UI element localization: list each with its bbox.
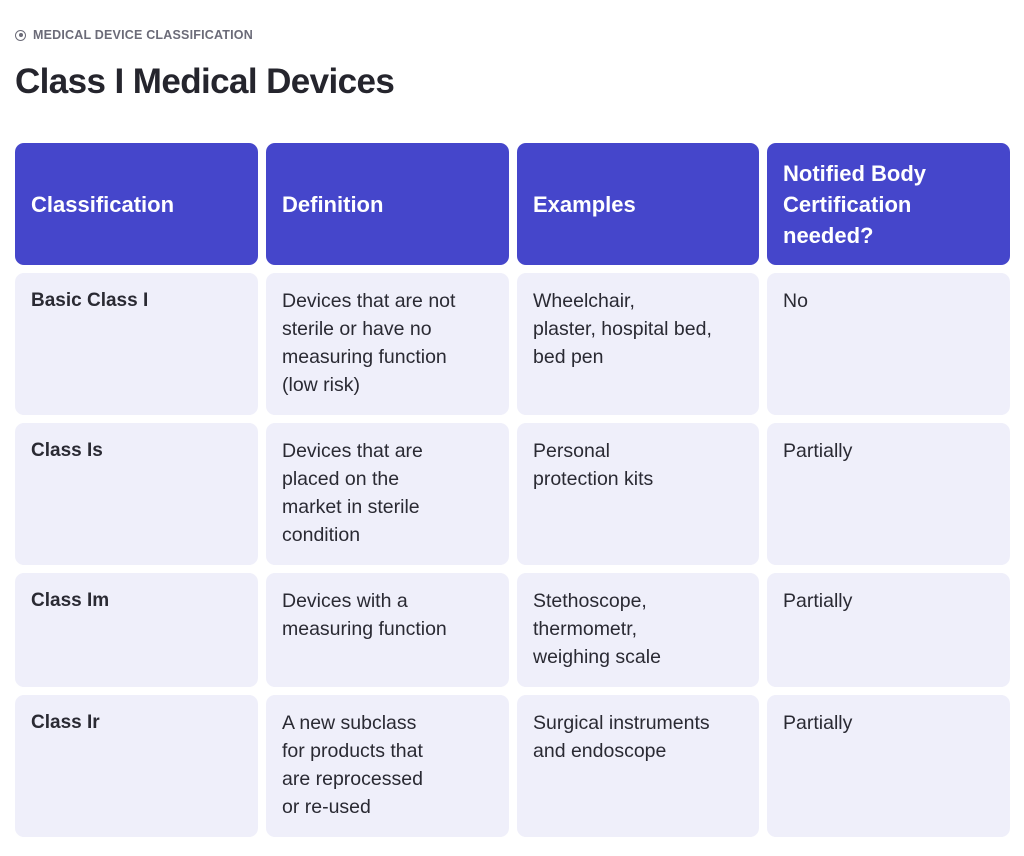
cell-examples: Personal protection kits: [517, 423, 759, 565]
section-eyebrow: MEDICAL DEVICE CLASSIFICATION: [15, 28, 253, 42]
cell-classification: Class Ir: [15, 695, 258, 837]
cell-examples: Surgical instruments and endoscope: [517, 695, 759, 837]
cell-classification: Class Is: [15, 423, 258, 565]
cell-classification: Class Im: [15, 573, 258, 687]
page-title: Class I Medical Devices: [15, 62, 395, 101]
cell-definition: Devices that are not sterile or have no …: [266, 273, 509, 415]
cell-examples: Wheelchair, plaster, hospital bed, bed p…: [517, 273, 759, 415]
cell-definition: A new subclass for products that are rep…: [266, 695, 509, 837]
cell-certification: Partially: [767, 423, 1010, 565]
cell-certification: No: [767, 273, 1010, 415]
eyebrow-label: MEDICAL DEVICE CLASSIFICATION: [33, 28, 253, 42]
cell-certification: Partially: [767, 573, 1010, 687]
header-definition: Definition: [266, 143, 509, 265]
header-examples: Examples: [517, 143, 759, 265]
classification-table: Classification Definition Examples Notif…: [15, 143, 1010, 837]
header-classification: Classification: [15, 143, 258, 265]
cell-certification: Partially: [767, 695, 1010, 837]
cell-definition: Devices that are placed on the market in…: [266, 423, 509, 565]
header-certification: Notified Body Certification needed?: [767, 143, 1010, 265]
cell-examples: Stethoscope, thermometr, weighing scale: [517, 573, 759, 687]
cell-classification: Basic Class I: [15, 273, 258, 415]
circle-dot-icon: [15, 29, 26, 41]
cell-definition: Devices with a measuring function: [266, 573, 509, 687]
